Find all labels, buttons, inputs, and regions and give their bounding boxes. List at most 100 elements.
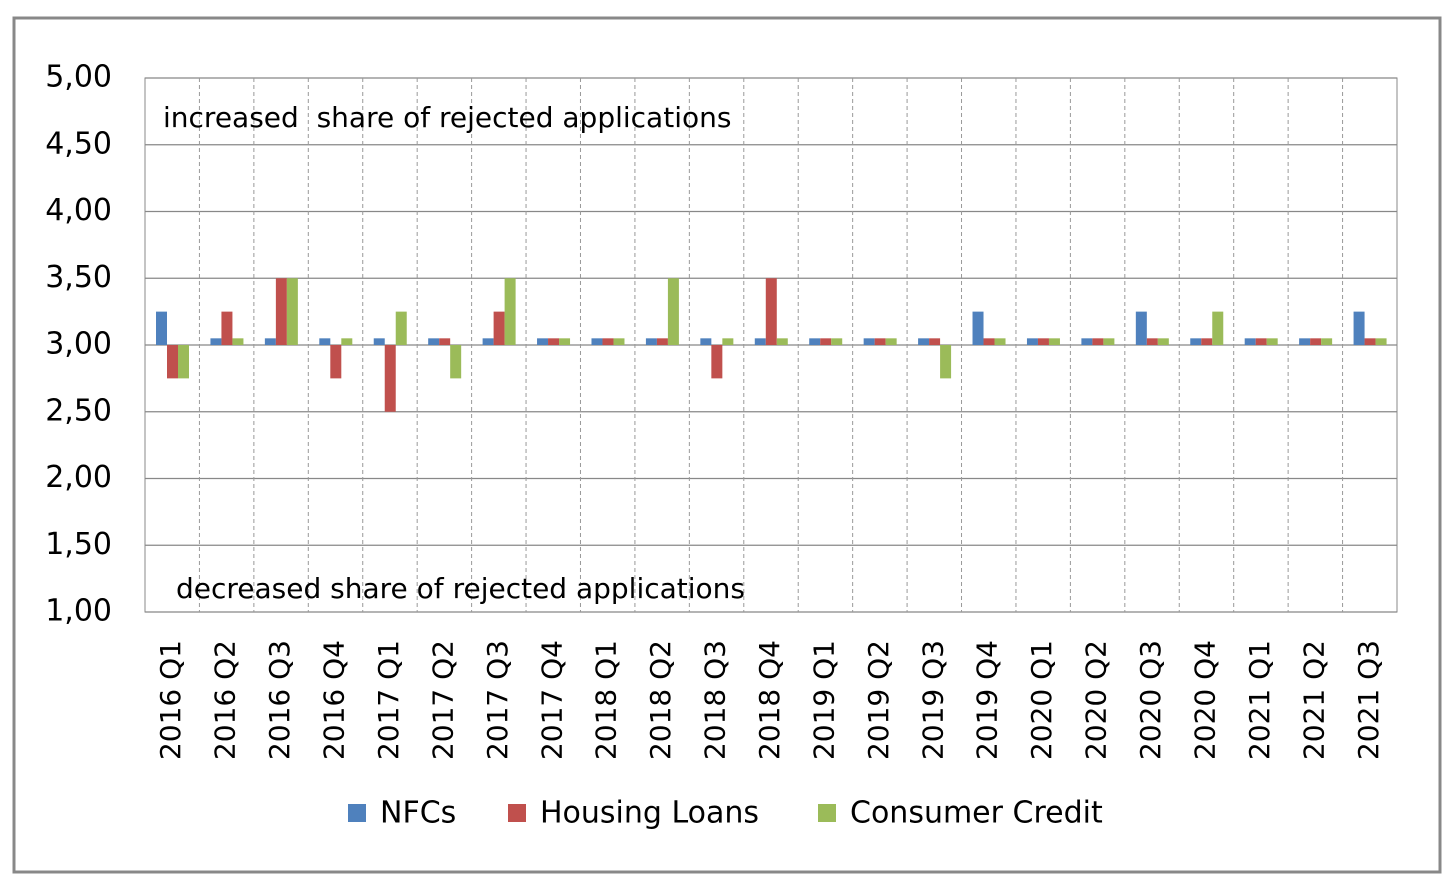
x-tick-label: 2019 Q1 bbox=[807, 640, 840, 760]
legend-swatch bbox=[818, 804, 836, 822]
bar bbox=[167, 345, 178, 379]
bar bbox=[765, 278, 777, 345]
x-tick-label: 2020 Q2 bbox=[1080, 640, 1113, 760]
bar bbox=[264, 338, 276, 345]
x-tick-label: 2021 Q3 bbox=[1352, 640, 1385, 760]
x-tick-label: 2020 Q4 bbox=[1188, 640, 1221, 760]
legend-label: Consumer Credit bbox=[850, 796, 1103, 831]
x-tick-label: 2018 Q4 bbox=[753, 640, 786, 760]
bar bbox=[178, 345, 189, 379]
bar bbox=[559, 338, 571, 345]
bar bbox=[994, 338, 1006, 345]
x-tick-label: 2019 Q4 bbox=[971, 640, 1004, 760]
bar bbox=[722, 338, 734, 345]
bar bbox=[831, 338, 843, 345]
legend-label: NFCs bbox=[380, 796, 456, 831]
y-tick-label: 3,00 bbox=[45, 327, 112, 362]
y-tick-label: 4,00 bbox=[45, 193, 112, 228]
bar bbox=[874, 338, 886, 345]
bar bbox=[1157, 338, 1169, 345]
bar bbox=[482, 338, 494, 345]
y-tick-label: 4,50 bbox=[45, 126, 112, 161]
legend-swatch bbox=[508, 804, 526, 822]
x-tick-label: 2018 Q1 bbox=[590, 640, 623, 760]
bar bbox=[286, 278, 298, 345]
bar bbox=[809, 338, 821, 345]
x-tick-label: 2019 Q3 bbox=[916, 640, 949, 760]
bar bbox=[1244, 338, 1256, 345]
bar bbox=[1048, 338, 1060, 345]
annotation: decreased share of rejected applications bbox=[176, 572, 745, 605]
bar bbox=[450, 345, 462, 379]
bar bbox=[776, 338, 788, 345]
bar bbox=[384, 345, 396, 412]
x-tick-label: 2016 Q2 bbox=[209, 640, 242, 760]
bar bbox=[645, 338, 657, 345]
x-tick-label: 2020 Q1 bbox=[1025, 640, 1058, 760]
bar bbox=[373, 338, 385, 345]
bar bbox=[711, 345, 723, 379]
bar bbox=[504, 278, 516, 345]
bar bbox=[493, 311, 505, 345]
y-tick-label: 3,50 bbox=[45, 260, 112, 295]
bar bbox=[548, 338, 560, 345]
x-tick-label: 2019 Q2 bbox=[862, 640, 895, 760]
bar bbox=[232, 338, 244, 345]
bar bbox=[700, 338, 712, 345]
y-tick-label: 2,00 bbox=[45, 460, 112, 495]
x-tick-label: 2018 Q3 bbox=[699, 640, 732, 760]
bar bbox=[319, 338, 331, 345]
bar bbox=[1299, 338, 1311, 345]
bar bbox=[1321, 338, 1333, 345]
x-tick-label: 2016 Q1 bbox=[154, 640, 187, 760]
x-tick-label: 2021 Q1 bbox=[1243, 640, 1276, 760]
bar bbox=[1364, 338, 1376, 345]
x-tick-label: 2020 Q3 bbox=[1134, 640, 1167, 760]
bar bbox=[1201, 338, 1213, 345]
bar bbox=[275, 278, 287, 345]
bar bbox=[439, 338, 451, 345]
bar bbox=[1353, 311, 1365, 345]
bar bbox=[754, 338, 766, 345]
bar bbox=[330, 345, 342, 379]
bar bbox=[667, 278, 679, 345]
bar bbox=[1092, 338, 1104, 345]
legend-swatch bbox=[348, 804, 366, 822]
x-tick-label: 2017 Q1 bbox=[372, 640, 405, 760]
bar bbox=[1037, 338, 1049, 345]
bar bbox=[656, 338, 668, 345]
bar bbox=[1026, 338, 1038, 345]
bar bbox=[885, 338, 897, 345]
bar bbox=[1212, 311, 1224, 345]
x-tick-label: 2017 Q3 bbox=[481, 640, 514, 760]
bar bbox=[820, 338, 832, 345]
x-tick-label: 2018 Q2 bbox=[644, 640, 677, 760]
bar bbox=[1081, 338, 1093, 345]
x-tick-label: 2016 Q4 bbox=[318, 640, 351, 760]
x-tick-label: 2016 Q3 bbox=[263, 640, 296, 760]
bar bbox=[1310, 338, 1322, 345]
bar bbox=[591, 338, 603, 345]
bar bbox=[918, 338, 930, 345]
bar bbox=[1146, 338, 1158, 345]
bar bbox=[929, 338, 941, 345]
legend-label: Housing Loans bbox=[540, 796, 759, 831]
bar bbox=[972, 311, 984, 345]
y-tick-label: 1,50 bbox=[45, 527, 112, 562]
bar bbox=[221, 311, 233, 345]
bar bbox=[940, 345, 952, 379]
y-tick-label: 1,00 bbox=[45, 594, 112, 629]
x-tick-label: 2021 Q2 bbox=[1297, 640, 1330, 760]
bar bbox=[1103, 338, 1115, 345]
bar bbox=[395, 311, 407, 345]
annotation: increased share of rejected applications bbox=[163, 101, 731, 134]
bar bbox=[1135, 311, 1147, 345]
bar bbox=[863, 338, 875, 345]
bar bbox=[537, 338, 549, 345]
bar bbox=[1375, 338, 1387, 345]
bar bbox=[1255, 338, 1267, 345]
bar bbox=[156, 311, 167, 345]
bar bbox=[1266, 338, 1278, 345]
x-tick-label: 2017 Q2 bbox=[426, 640, 459, 760]
